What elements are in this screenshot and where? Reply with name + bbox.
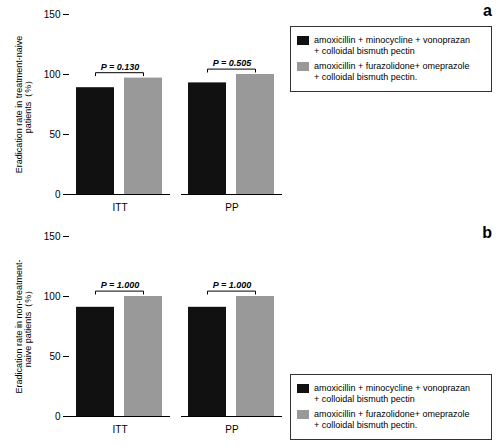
svg-text:P = 0.130: P = 0.130 bbox=[101, 62, 139, 72]
svg-text:Eradication rate in treatment-: Eradication rate in treatment-naivepatie… bbox=[14, 36, 33, 174]
svg-text:ITT: ITT bbox=[113, 202, 128, 213]
svg-text:100: 100 bbox=[44, 291, 61, 302]
svg-text:50: 50 bbox=[49, 129, 61, 140]
svg-text:PP: PP bbox=[225, 202, 239, 213]
svg-text:Eradication rate in non-treatm: Eradication rate in non-treatment-naive … bbox=[14, 259, 33, 393]
svg-text:PP: PP bbox=[225, 424, 239, 435]
svg-text:50: 50 bbox=[49, 351, 61, 362]
html-text:amoxicillin + minocycline + vo: amoxicillin + minocycline + vonoprazan +… bbox=[314, 383, 471, 405]
html-text:a: a bbox=[483, 2, 492, 19]
html-text:amoxicillin + furazolidone+ om: amoxicillin + furazolidone+ omeprazole +… bbox=[314, 408, 470, 430]
html-text:b: b bbox=[482, 224, 492, 241]
svg-text:0: 0 bbox=[55, 411, 61, 422]
svg-text:P = 1.000: P = 1.000 bbox=[213, 280, 251, 290]
svg-text:100: 100 bbox=[44, 69, 61, 80]
svg-text:0: 0 bbox=[55, 189, 61, 200]
svg-text:P = 1.000: P = 1.000 bbox=[101, 280, 139, 290]
svg-text:P = 0.505: P = 0.505 bbox=[213, 58, 252, 68]
svg-text:150: 150 bbox=[44, 231, 61, 242]
svg-text:ITT: ITT bbox=[113, 424, 128, 435]
html-text:amoxicillin + furazolidone+ om: amoxicillin + furazolidone+ omeprazole +… bbox=[314, 60, 470, 82]
svg-text:150: 150 bbox=[44, 9, 61, 20]
html-text:amoxicillin + minocycline + vo: amoxicillin + minocycline + vonoprazan +… bbox=[314, 35, 471, 57]
